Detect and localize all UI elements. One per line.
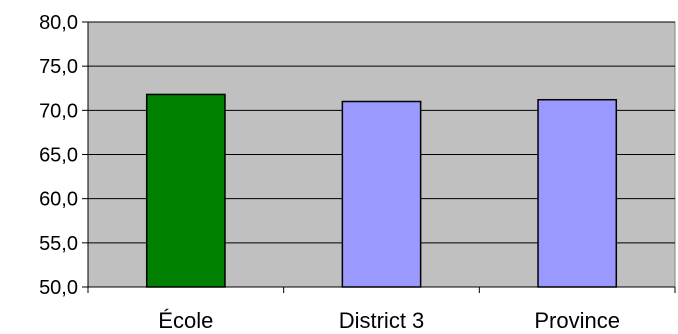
x-category-label: École [158,308,213,333]
y-axis-tick-labels: 50,0 55,0 60,0 65,0 70,0 75,0 80,0 [39,12,88,299]
x-category-label: Province [534,308,620,333]
bar-3 [537,98,618,288]
x-category-label: District 3 [339,308,425,333]
bars [145,93,618,288]
y-tick-label: 70,0 [39,100,78,122]
y-tick-label: 80,0 [39,12,78,34]
x-axis-category-labels: École District 3 Province [87,287,676,333]
bar-1 [145,93,226,288]
y-tick-label: 60,0 [39,189,78,211]
y-tick-label: 50,0 [39,277,78,299]
y-tick-label: 75,0 [39,56,78,78]
bar-2 [341,100,422,288]
y-tick-label: 55,0 [39,233,78,255]
y-tick-label: 65,0 [39,145,78,167]
